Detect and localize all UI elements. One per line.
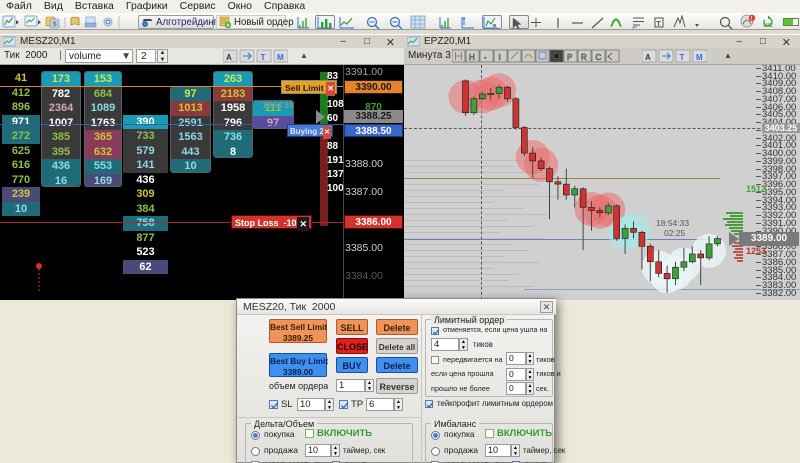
svg-text:LVL: LVL <box>764 23 773 29</box>
svg-text:C: C <box>596 53 602 62</box>
svg-text:I: I <box>499 53 501 62</box>
svg-text:M: M <box>696 53 703 62</box>
svg-text:T: T <box>680 53 685 62</box>
svg-text:R: R <box>581 53 587 62</box>
svg-text:H: H <box>469 53 475 62</box>
svg-text:$: $ <box>53 21 57 28</box>
svg-text:M: M <box>277 53 284 62</box>
svg-text:A: A <box>226 53 232 62</box>
svg-text:P: P <box>567 53 572 62</box>
svg-text:!: ! <box>751 16 753 22</box>
svg-text:T: T <box>261 53 266 62</box>
svg-text:A: A <box>645 53 651 62</box>
svg-text:-: - <box>484 53 487 62</box>
svg-text:T: T <box>656 19 661 28</box>
